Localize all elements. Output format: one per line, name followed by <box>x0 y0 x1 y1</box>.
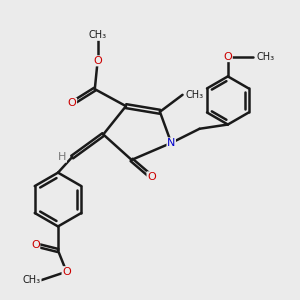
Text: CH₃: CH₃ <box>23 275 41 285</box>
Text: O: O <box>62 267 71 277</box>
Text: CH₃: CH₃ <box>88 30 107 40</box>
Text: N: N <box>167 138 176 148</box>
Text: O: O <box>31 240 40 250</box>
Text: CH₃: CH₃ <box>185 90 203 100</box>
Text: O: O <box>147 172 156 182</box>
Text: CH₃: CH₃ <box>256 52 274 61</box>
Text: O: O <box>224 52 232 61</box>
Text: O: O <box>93 56 102 66</box>
Text: H: H <box>58 152 66 162</box>
Text: O: O <box>68 98 76 108</box>
